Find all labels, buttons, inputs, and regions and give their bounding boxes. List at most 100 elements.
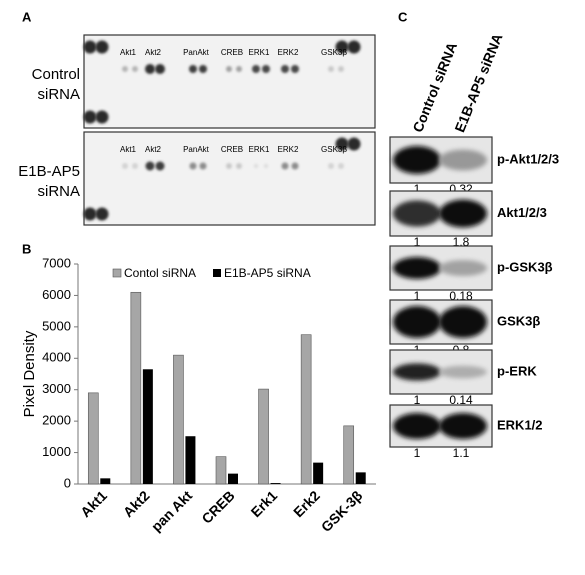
- legend-label: Contol siRNA: [124, 266, 196, 280]
- blot-band: [393, 363, 441, 381]
- y-tick-label: 7000: [42, 255, 71, 270]
- spot: [132, 66, 138, 72]
- blot-band: [393, 413, 441, 439]
- bar: [313, 462, 324, 484]
- bar: [270, 483, 281, 484]
- membrane: Akt1 Akt2 PanAkt CREB ERK1 ERK2 GSK3β: [83, 34, 376, 129]
- spot-label: ERK1: [249, 145, 270, 154]
- bar: [130, 291, 142, 485]
- blot: [389, 190, 493, 237]
- blot-band: [439, 260, 487, 276]
- blot-band: [393, 146, 441, 174]
- bar: [228, 473, 238, 484]
- bar: [173, 354, 184, 485]
- spot-label: Akt2: [145, 48, 162, 57]
- x-tick-label: CREB: [198, 487, 237, 526]
- y-tick-label: 5000: [42, 318, 71, 333]
- blot-band: [439, 306, 487, 338]
- spot: [199, 162, 207, 170]
- spot: [155, 64, 165, 74]
- blot-band: [439, 149, 487, 171]
- bar: [343, 425, 355, 485]
- spot-label: ERK2: [278, 48, 299, 57]
- spot: [291, 65, 299, 73]
- x-tick-label: GSK-3β: [318, 487, 366, 535]
- reference-spot: [335, 137, 349, 151]
- spot: [145, 161, 155, 171]
- x-tick-label: Akt2: [120, 487, 153, 520]
- spot: [155, 161, 165, 171]
- blot-band: [393, 306, 441, 338]
- blot-ratio: 1: [414, 393, 421, 407]
- y-tick-label: 1000: [42, 444, 71, 459]
- x-tick-label: Erk1: [248, 487, 281, 520]
- reference-spot: [347, 40, 361, 54]
- spot-label: CREB: [221, 145, 243, 154]
- spot: [338, 66, 344, 72]
- membrane-label: siRNA: [37, 86, 80, 103]
- spot: [328, 66, 334, 72]
- panel-letter: A: [22, 9, 32, 24]
- blot-ratio: 1: [414, 446, 421, 460]
- blot: [389, 136, 493, 184]
- x-tick-label: pan Akt: [148, 487, 195, 534]
- blot: [389, 349, 493, 395]
- membrane-label: E1B-AP5: [18, 163, 80, 180]
- reference-spot: [83, 207, 97, 221]
- blot: [389, 299, 493, 345]
- spot-label: Akt1: [120, 145, 137, 154]
- spot-label: PanAkt: [183, 48, 210, 57]
- spot-label: ERK2: [278, 145, 299, 154]
- blot: [389, 404, 493, 448]
- spot: [236, 66, 242, 72]
- membrane-frame: [83, 131, 376, 226]
- blot-label: ERK1/2: [497, 417, 543, 432]
- blot-band: [439, 199, 487, 228]
- y-tick-label: 4000: [42, 350, 71, 365]
- bar: [215, 456, 227, 485]
- spot-label: GSK3β: [321, 145, 347, 154]
- panel-letter: B: [22, 241, 31, 256]
- bar: [258, 388, 269, 485]
- spot: [262, 65, 270, 73]
- spot: [199, 65, 207, 73]
- x-tick-label: Erk2: [290, 487, 323, 520]
- reference-spot: [95, 207, 109, 221]
- panel-letter: C: [398, 9, 408, 24]
- y-tick-label: 2000: [42, 413, 71, 428]
- membrane: Akt1 Akt2 PanAkt CREB ERK1 ERK2 GSK3β: [83, 131, 376, 226]
- spot: [291, 162, 299, 170]
- spot: [122, 66, 128, 72]
- blot-band: [393, 200, 441, 227]
- y-tick-label: 0: [64, 475, 71, 490]
- bar: [100, 478, 111, 484]
- spot: [281, 162, 289, 170]
- reference-spot: [95, 40, 109, 54]
- spot: [236, 163, 242, 169]
- spot: [338, 163, 344, 169]
- membrane-label: siRNA: [37, 183, 80, 200]
- membrane-label: Control: [32, 66, 80, 83]
- spot-label: PanAkt: [183, 145, 210, 154]
- blot-ratio: 1.1: [453, 446, 470, 460]
- blot-band: [439, 413, 487, 439]
- spot: [122, 163, 128, 169]
- spot: [264, 164, 268, 168]
- bar: [142, 369, 153, 484]
- y-tick-label: 3000: [42, 381, 71, 396]
- spot: [254, 164, 258, 168]
- spot: [281, 65, 289, 73]
- bar: [185, 436, 196, 484]
- spot: [145, 64, 155, 74]
- reference-spot: [95, 110, 109, 124]
- bar: [87, 392, 99, 485]
- spot-label: ERK1: [249, 48, 270, 57]
- bar: [355, 472, 366, 484]
- blot-ratio: 1: [414, 289, 421, 303]
- spot-label: Akt1: [120, 48, 137, 57]
- blot-ratio: 1: [414, 182, 421, 196]
- spot: [328, 163, 334, 169]
- membrane-frame: [83, 34, 376, 129]
- blot-band: [439, 365, 487, 379]
